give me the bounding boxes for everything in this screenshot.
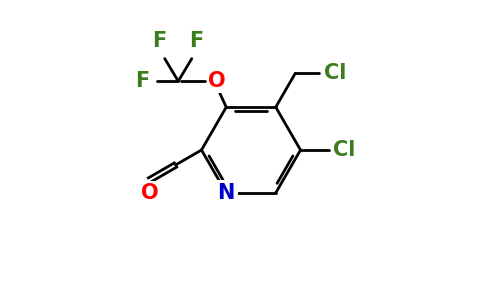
Text: O: O <box>209 71 226 91</box>
Text: Cl: Cl <box>333 140 356 160</box>
Text: F: F <box>189 31 203 51</box>
Text: Cl: Cl <box>324 63 346 83</box>
Text: O: O <box>141 183 158 203</box>
Text: F: F <box>136 71 150 91</box>
Text: F: F <box>151 31 166 51</box>
Text: N: N <box>218 183 235 203</box>
